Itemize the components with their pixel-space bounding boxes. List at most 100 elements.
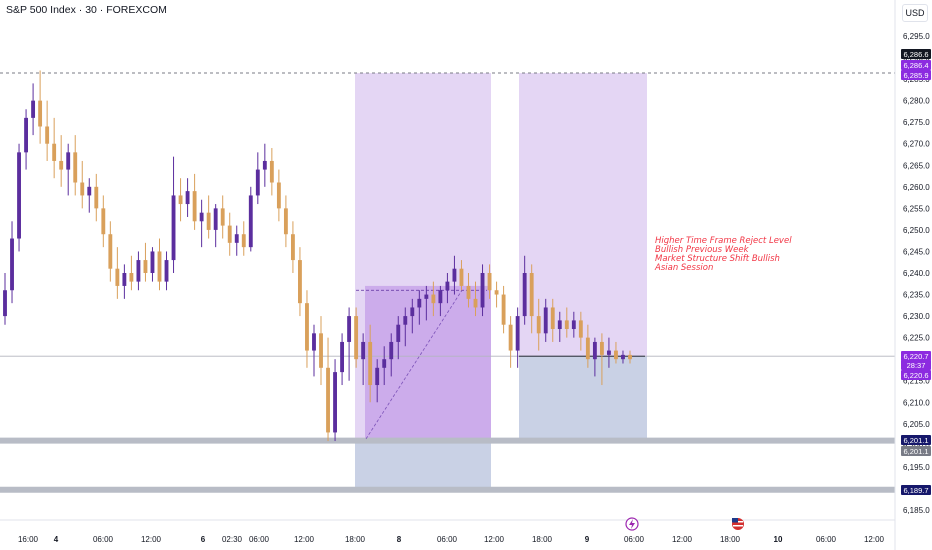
- candle-body: [621, 354, 625, 360]
- candle-body: [557, 320, 562, 330]
- candle-body: [206, 212, 211, 230]
- price-tick-label: 6,260.0: [903, 183, 930, 192]
- candle-body: [192, 191, 197, 222]
- candle-body: [445, 281, 450, 291]
- time-tick-label: 06:00: [624, 535, 645, 544]
- price-label-bg: [901, 435, 931, 445]
- price-tick-label: 6,230.0: [903, 312, 930, 321]
- candle-body: [529, 273, 534, 317]
- price-tick-label: 6,255.0: [903, 204, 930, 213]
- candle-body: [185, 191, 190, 205]
- price-tick-label: 6,275.0: [903, 118, 930, 127]
- price-label: 6,220.6: [903, 371, 928, 380]
- candle-body: [466, 285, 471, 299]
- candle-body: [199, 212, 204, 222]
- candle-body: [241, 234, 246, 248]
- candle-body: [87, 186, 92, 196]
- candle-body: [396, 324, 401, 342]
- price-label-bg: [901, 360, 931, 370]
- price-label: 6,285.9: [903, 71, 928, 80]
- currency-button[interactable]: USD: [902, 4, 928, 22]
- candle-body: [31, 100, 36, 118]
- candle-body: [164, 260, 169, 282]
- price-tick-label: 6,295.0: [903, 32, 930, 41]
- candle-body: [178, 195, 183, 205]
- candle-body: [52, 143, 57, 161]
- candle-body: [234, 234, 239, 243]
- candle-body: [290, 234, 295, 261]
- candle-body: [115, 268, 120, 286]
- candle-body: [515, 316, 520, 351]
- price-label: 6,189.7: [903, 486, 928, 495]
- candle-body: [108, 234, 113, 269]
- candle-body: [220, 208, 225, 226]
- time-tick-label: 10: [774, 535, 783, 544]
- time-tick-label: 8: [397, 535, 402, 544]
- candle-body: [438, 290, 443, 304]
- time-tick-label: 6: [201, 535, 206, 544]
- annotation-line-2: Bullish Previous Week: [655, 245, 749, 255]
- support-band: [0, 486, 895, 493]
- time-tick-label: 12:00: [484, 535, 505, 544]
- support-band: [0, 437, 895, 444]
- price-label-bg: [901, 446, 931, 456]
- candle-body: [564, 320, 569, 330]
- candle-body: [269, 160, 274, 183]
- symbol-title[interactable]: S&P 500 Index · 30 · FOREXCOM: [6, 4, 167, 16]
- candle-body: [59, 160, 64, 170]
- candle-body: [129, 273, 134, 282]
- candle-body: [607, 350, 611, 355]
- time-tick-label: 18:00: [345, 535, 366, 544]
- time-axis[interactable]: 16:00 4 06:00 12:00 6 02:30 06:00 12:00 18:00 8 06…: [0, 519, 895, 544]
- candle-body: [389, 341, 394, 360]
- price-tick-label: 6,210.0: [903, 398, 930, 407]
- time-tick-label: 18:00: [532, 535, 553, 544]
- price-tick-label: 6,270.0: [903, 140, 930, 149]
- candle-body: [592, 341, 597, 360]
- time-tick-label: 12:00: [864, 535, 885, 544]
- price-tick-label: 6,240.0: [903, 269, 930, 278]
- candle-body: [501, 294, 506, 325]
- candle-body: [487, 273, 492, 291]
- candle-body: [382, 359, 387, 368]
- price-tick-label: 6,215.0: [903, 377, 930, 386]
- candle-body: [522, 273, 527, 317]
- candle-body: [312, 333, 316, 351]
- candle-body: [571, 320, 576, 330]
- candle-body: [480, 273, 485, 308]
- candle-body: [80, 182, 85, 196]
- price-tick-label: 6,205.0: [903, 420, 930, 429]
- candle-body: [550, 307, 555, 330]
- time-tick-label: 16:00: [18, 535, 39, 544]
- time-tick-label: 18:00: [720, 535, 741, 544]
- time-tick-label: 06:00: [93, 535, 114, 544]
- us-flag-icon[interactable]: [732, 518, 744, 530]
- candle-body: [157, 251, 162, 282]
- candle-body: [347, 316, 352, 342]
- candle-body: [255, 169, 260, 196]
- candle-body: [136, 260, 141, 282]
- price-label-bg: [901, 485, 931, 495]
- candle-body: [628, 354, 632, 360]
- time-tick-label: 12:00: [141, 535, 162, 544]
- zones-layer: [355, 73, 647, 490]
- time-tick-label: 12:00: [294, 535, 315, 544]
- flag-canton: [732, 518, 738, 523]
- candle-body: [543, 307, 548, 334]
- candle-body: [459, 268, 464, 286]
- event-icons-layer[interactable]: [625, 517, 744, 531]
- price-tick-label: 6,245.0: [903, 247, 930, 256]
- candles-layer: [3, 70, 632, 442]
- candle-body: [452, 268, 457, 282]
- price-tick-label: 6,225.0: [903, 334, 930, 343]
- candle-body: [494, 290, 499, 295]
- price-label: 6,286.4: [903, 61, 928, 70]
- price-axis[interactable]: 6,185.06,190.06,195.06,200.06,205.06,210…: [894, 0, 930, 550]
- price-label: 6,286.6: [903, 50, 928, 59]
- candle-body: [340, 341, 345, 373]
- price-tick-label: 6,250.0: [903, 226, 930, 235]
- price-labels-layer: 6,286.6 6,286.46,285.9 6,220.728:376,220.6…: [901, 49, 931, 495]
- candle-body: [333, 372, 337, 433]
- price-tick-label: 6,195.0: [903, 463, 930, 472]
